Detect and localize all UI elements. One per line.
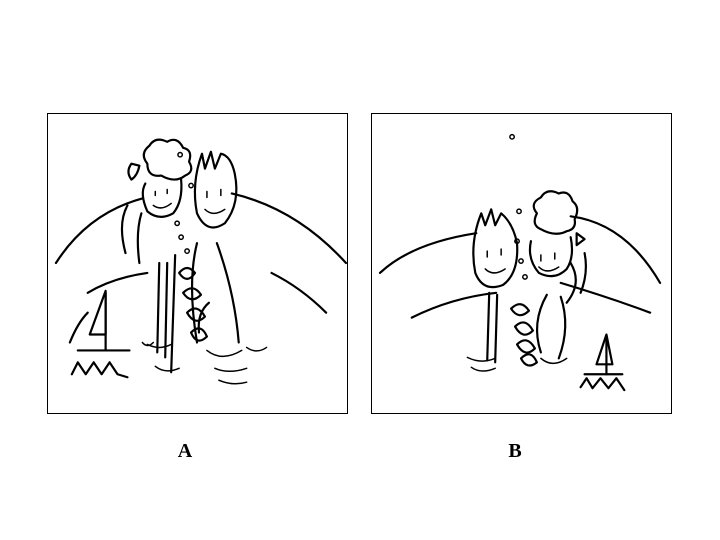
fish-bunch <box>509 303 538 367</box>
children-wading-drawing-a <box>54 138 347 385</box>
illustration-panel-a <box>47 113 348 414</box>
bubbles <box>174 151 194 255</box>
children-wading-drawing-b <box>378 133 662 392</box>
illustration-panel-b <box>371 113 672 414</box>
bubbles <box>514 208 528 280</box>
sailboat <box>579 333 626 392</box>
panel-label-a: A <box>177 440 193 462</box>
boy-figure <box>190 150 248 385</box>
girl-figure <box>528 190 587 365</box>
boy-figure <box>466 208 519 372</box>
water-ripples <box>141 341 268 352</box>
panel-label-b: B <box>508 440 522 462</box>
sailboat <box>70 289 131 379</box>
top-bubble <box>509 133 515 140</box>
girl-figure <box>120 138 193 374</box>
